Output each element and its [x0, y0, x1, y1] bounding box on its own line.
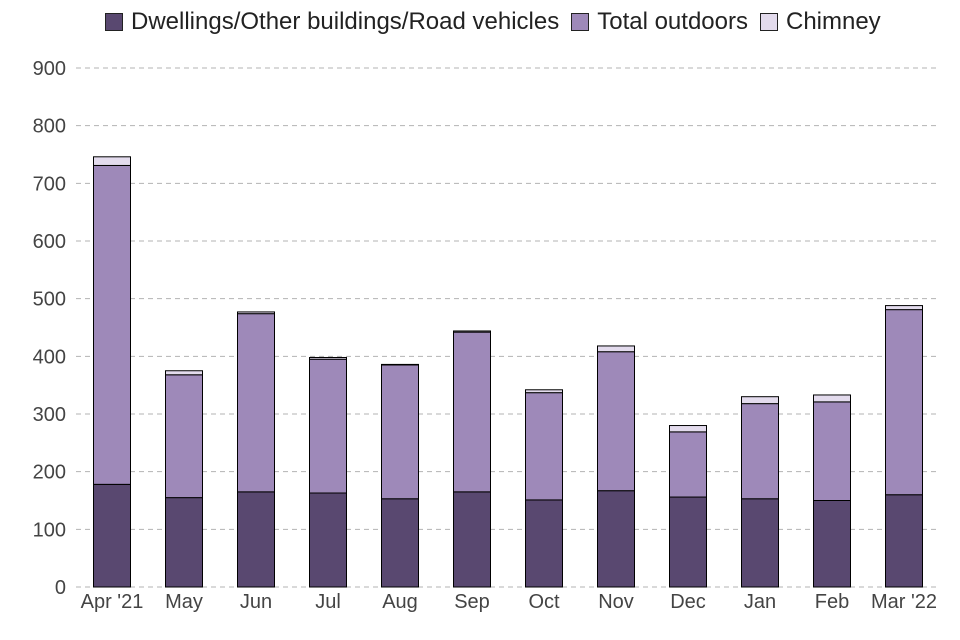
- bar-segment-dwellings: [93, 483, 131, 588]
- x-tick-label: Jan: [744, 591, 776, 613]
- bar-segment-total-outdoors: [525, 392, 563, 501]
- bar-segment-total-outdoors: [669, 431, 707, 498]
- x-tick-label: Jun: [240, 591, 272, 613]
- grid-lines: [76, 67, 940, 588]
- bar-segment-dwellings: [237, 491, 275, 588]
- bar-segment-dwellings: [885, 494, 923, 588]
- x-tick-label: Feb: [815, 591, 849, 613]
- bars: [93, 156, 923, 588]
- y-tick-label: 600: [33, 231, 66, 253]
- bar-segment-dwellings: [309, 492, 347, 588]
- bar-segment-total-outdoors: [885, 309, 923, 496]
- y-tick-label: 500: [33, 289, 66, 311]
- x-tick-label: Sep: [454, 591, 490, 613]
- legend-swatch-dwellings: [105, 13, 123, 31]
- x-tick-label: Dec: [670, 591, 706, 613]
- legend-item-chimney: Chimney: [759, 8, 881, 36]
- bar-segment-chimney: [597, 345, 635, 353]
- bar-segment-dwellings: [597, 490, 635, 588]
- bar-segment-dwellings: [669, 496, 707, 588]
- bar-segment-dwellings: [525, 499, 563, 588]
- y-tick-label: 400: [33, 346, 66, 368]
- x-tick-label: Mar '22: [871, 591, 937, 613]
- bar-segment-chimney: [165, 370, 203, 376]
- y-tick-label: 900: [33, 58, 66, 80]
- bar-segment-chimney: [669, 425, 707, 433]
- bar-segment-chimney: [525, 389, 563, 394]
- bar-segment-total-outdoors: [309, 358, 347, 494]
- bar-segment-chimney: [885, 305, 923, 311]
- bar-segment-total-outdoors: [453, 331, 491, 493]
- y-axis-ticks: 0 100 200 300 400 500 600 700 800 900: [33, 58, 66, 599]
- legend-item-total-outdoors: Total outdoors: [571, 8, 748, 36]
- y-tick-label: 800: [33, 116, 66, 138]
- bar-segment-total-outdoors: [237, 313, 275, 493]
- x-axis-ticks: Apr '21 May Jun Jul Aug Sep Oct Nov Dec Jan Feb Mar…: [81, 591, 937, 613]
- bar-segment-chimney: [237, 311, 275, 315]
- legend-swatch-total-outdoors: [571, 13, 590, 31]
- bar-segment-dwellings: [813, 500, 851, 588]
- y-tick-label: 700: [33, 173, 66, 195]
- legend: Dwellings/Other buildings/Road vehicles …: [105, 6, 893, 38]
- bar-segment-total-outdoors: [93, 164, 131, 485]
- bar-segment-dwellings: [741, 498, 779, 588]
- x-tick-label: Nov: [598, 591, 634, 613]
- x-tick-label: Jul: [315, 591, 341, 613]
- bar-segment-chimney: [381, 363, 419, 366]
- x-tick-label: Apr '21: [81, 591, 144, 613]
- bar-segment-total-outdoors: [597, 351, 635, 492]
- y-tick-label: 100: [33, 519, 66, 541]
- bar-segment-chimney: [741, 396, 779, 405]
- y-tick-label: 0: [55, 577, 66, 599]
- legend-swatch-chimney: [759, 13, 778, 31]
- x-tick-label: May: [165, 591, 203, 613]
- bar-segment-total-outdoors: [741, 403, 779, 500]
- bar-segment-chimney: [453, 330, 491, 333]
- bar-segment-total-outdoors: [381, 364, 419, 500]
- legend-item-dwellings: Dwellings/Other buildings/Road vehicles: [105, 8, 559, 36]
- legend-label-dwellings: Dwellings/Other buildings/Road vehicles: [131, 8, 560, 35]
- bar-segment-total-outdoors: [165, 374, 203, 499]
- bar-segment-total-outdoors: [813, 401, 851, 502]
- x-tick-label: Aug: [382, 591, 418, 613]
- bar-segment-chimney: [309, 356, 347, 360]
- y-tick-label: 200: [33, 462, 66, 484]
- legend-label-chimney: Chimney: [785, 8, 881, 35]
- bar-segment-dwellings: [453, 491, 491, 588]
- bar-segment-chimney: [93, 156, 131, 166]
- x-tick-label: Oct: [528, 591, 560, 613]
- y-tick-label: 300: [33, 404, 66, 426]
- bar-segment-chimney: [813, 394, 851, 403]
- bar-segment-dwellings: [165, 497, 203, 588]
- legend-label-total-outdoors: Total outdoors: [597, 8, 748, 35]
- bar-segment-dwellings: [381, 498, 419, 588]
